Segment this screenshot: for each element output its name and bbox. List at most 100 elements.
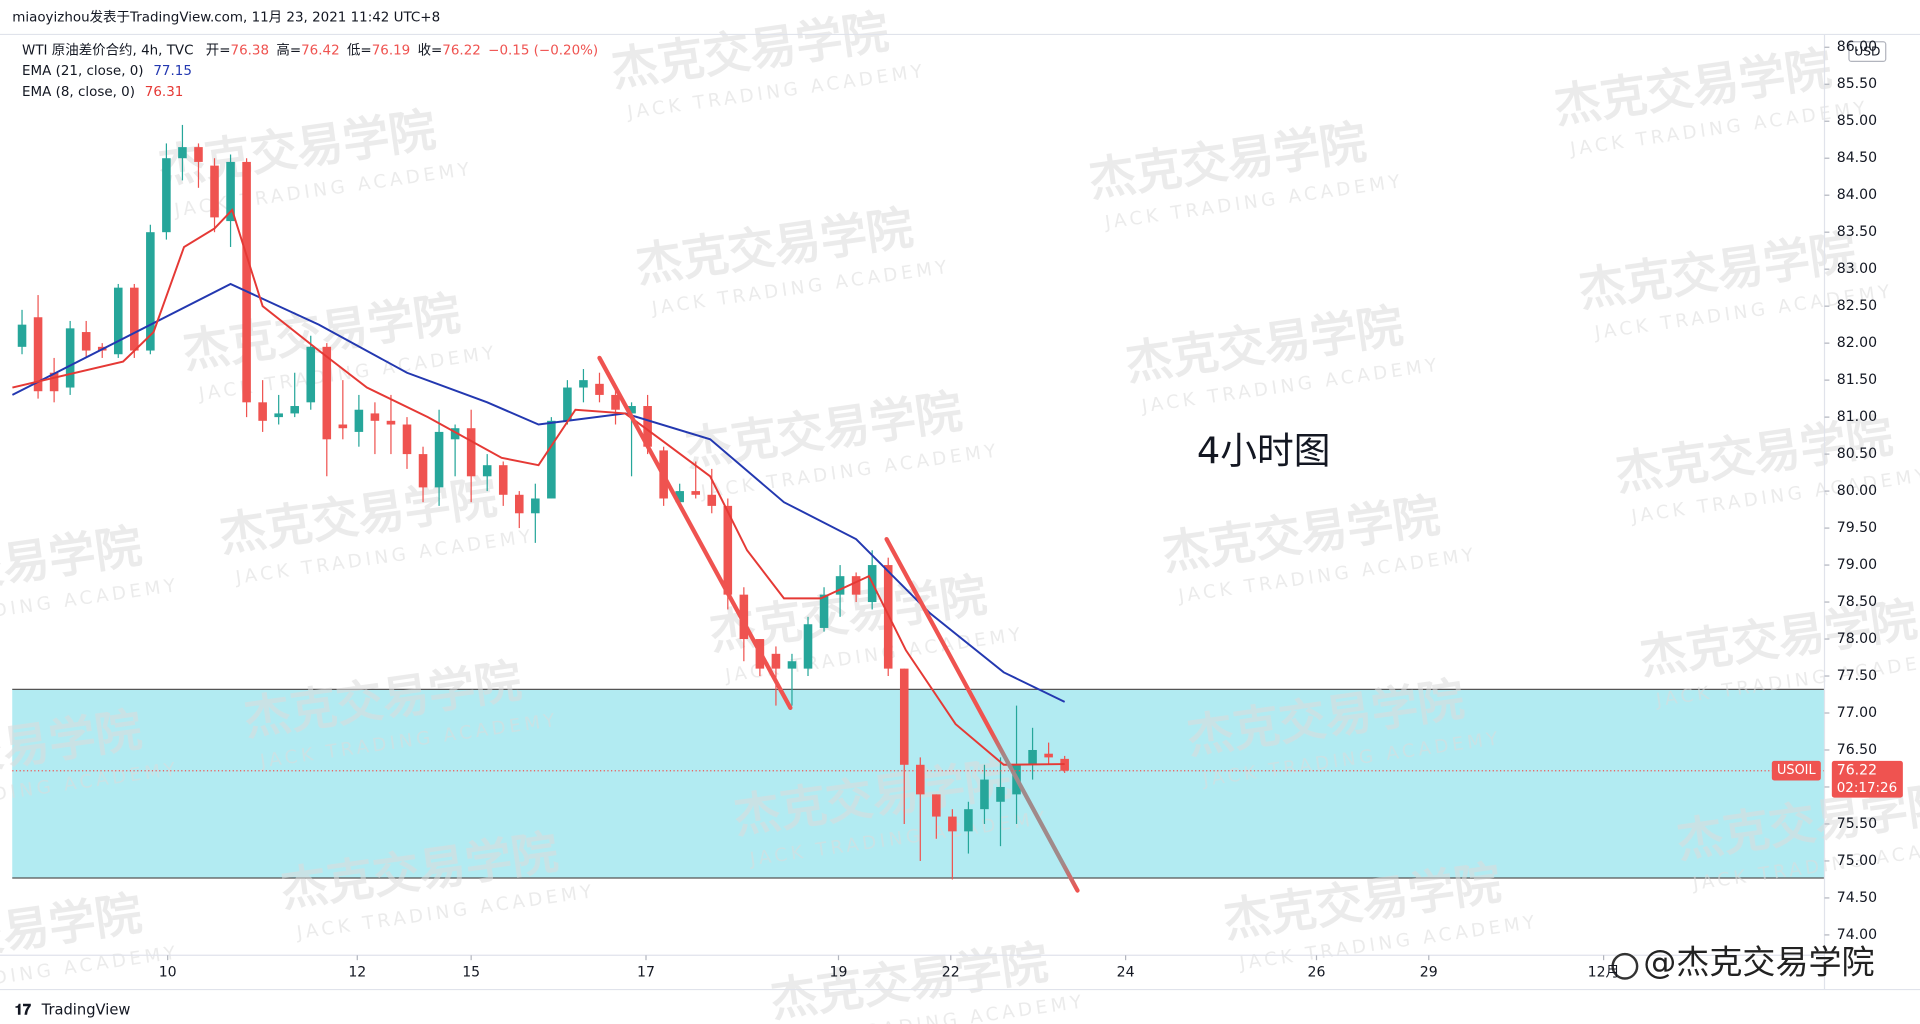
candle-body xyxy=(563,387,572,421)
candle-body xyxy=(916,764,925,795)
candle-body xyxy=(402,424,412,455)
last-price-label: 76.22 xyxy=(1837,763,1877,779)
y-tick-label: 78.50 xyxy=(1837,594,1877,610)
y-tick-label: 83.00 xyxy=(1837,261,1877,277)
x-tick-label: 10 xyxy=(159,964,177,980)
ohlc-value: 76.19 xyxy=(372,43,411,58)
trendline xyxy=(884,537,1080,893)
x-tick-label: 22 xyxy=(942,964,960,980)
candle-body xyxy=(17,324,27,347)
candle-body xyxy=(819,594,829,628)
candle-body xyxy=(434,431,444,488)
candle-body xyxy=(595,383,604,395)
y-tick-label: 77.00 xyxy=(1837,705,1877,721)
candle-body xyxy=(418,454,428,488)
candle-body xyxy=(194,147,203,162)
candle-body xyxy=(514,494,524,514)
candle-body xyxy=(338,424,348,429)
ohlc-label: 开= xyxy=(206,43,231,58)
symbol-tag-bg xyxy=(1771,760,1821,781)
symbol-tag: USOIL xyxy=(1777,763,1816,778)
y-tick-label: 75.00 xyxy=(1837,853,1877,869)
candle-body xyxy=(691,491,701,495)
candle-body xyxy=(932,794,941,817)
ema-line xyxy=(12,208,1065,766)
credit: @杰克交易学院 xyxy=(1643,942,1874,981)
x-tick-label: 19 xyxy=(830,964,848,980)
candle-body xyxy=(627,406,636,414)
candle-body xyxy=(739,594,749,640)
candle-body xyxy=(787,661,797,669)
y-tick-label: 83.50 xyxy=(1837,224,1877,240)
legend-value: 77.15 xyxy=(153,64,192,79)
candle-body xyxy=(226,161,235,222)
candle-body xyxy=(290,406,300,414)
y-tick-label: 74.50 xyxy=(1837,890,1877,906)
logo: TradingView xyxy=(41,1001,131,1018)
y-tick-label: 84.00 xyxy=(1837,187,1877,203)
credit-icon xyxy=(1611,952,1639,980)
candle-body xyxy=(851,576,861,595)
ohlc-label: 低= xyxy=(347,42,372,58)
candle-body xyxy=(803,624,813,669)
candle-body xyxy=(65,328,75,388)
y-tick-label: 80.00 xyxy=(1837,483,1877,499)
candle-body xyxy=(450,428,460,440)
header: miaoyizhou发表于TradingView.com, 11月 23, 20… xyxy=(12,9,440,25)
candle-body xyxy=(771,653,781,669)
candle-body xyxy=(723,505,733,595)
y-tick-label: 85.00 xyxy=(1837,113,1877,129)
y-tick-label: 84.50 xyxy=(1837,150,1877,166)
x-tick-label: 12 xyxy=(348,964,366,980)
countdown: 02:17:26 xyxy=(1837,781,1897,796)
ohlc-label: 收= xyxy=(418,42,443,58)
x-tick-label: 12月 xyxy=(1588,964,1620,980)
y-tick-label: 82.00 xyxy=(1837,335,1877,351)
y-tick-label: 75.50 xyxy=(1837,816,1877,832)
candle-body xyxy=(531,498,540,514)
candle-body xyxy=(498,465,508,495)
candle-body xyxy=(675,491,684,503)
x-tick-label: 26 xyxy=(1308,964,1326,980)
candle-body xyxy=(370,413,380,421)
candle-body xyxy=(322,346,332,440)
legend-value: 76.31 xyxy=(145,85,184,100)
currency-badge xyxy=(1848,41,1887,62)
candle-body xyxy=(178,147,187,159)
candle-body xyxy=(130,287,139,351)
candle-body xyxy=(707,494,717,506)
currency: USD xyxy=(1854,45,1880,59)
candle-body xyxy=(980,779,989,810)
candle-body xyxy=(948,816,957,832)
trendline xyxy=(597,355,793,710)
x-tick-label: 15 xyxy=(462,964,480,980)
x-tick-label: 24 xyxy=(1117,964,1135,980)
change: −0.15 (−0.20%) xyxy=(488,43,598,58)
candle-body xyxy=(258,402,267,421)
candle-body xyxy=(242,161,251,403)
y-tick-label: 76.50 xyxy=(1837,742,1877,758)
y-tick-label: 80.50 xyxy=(1837,446,1877,462)
candle-body xyxy=(354,409,364,432)
legend-ema: EMA (8, close, 0) 76.31 xyxy=(22,85,183,100)
y-tick-label: 79.00 xyxy=(1837,557,1877,573)
candle-body xyxy=(835,576,845,595)
x-tick-label: 29 xyxy=(1420,964,1438,980)
candle-body xyxy=(899,668,909,765)
candle-body xyxy=(547,420,556,499)
candle-body xyxy=(386,420,396,425)
candle-body xyxy=(306,346,316,403)
y-tick-label: 77.50 xyxy=(1837,668,1877,684)
logo-mark: 𝟏𝟕 xyxy=(15,1001,32,1018)
x-tick-label: 17 xyxy=(637,964,655,980)
candle-body xyxy=(146,232,155,351)
candle-body xyxy=(210,165,219,218)
candle-body xyxy=(996,786,1005,802)
y-tick-label: 78.00 xyxy=(1837,631,1877,647)
candle-body xyxy=(113,287,123,355)
candle-body xyxy=(579,380,588,388)
candle-body xyxy=(964,809,973,832)
y-tick-label: 79.50 xyxy=(1837,520,1877,536)
candle-body xyxy=(611,394,620,410)
